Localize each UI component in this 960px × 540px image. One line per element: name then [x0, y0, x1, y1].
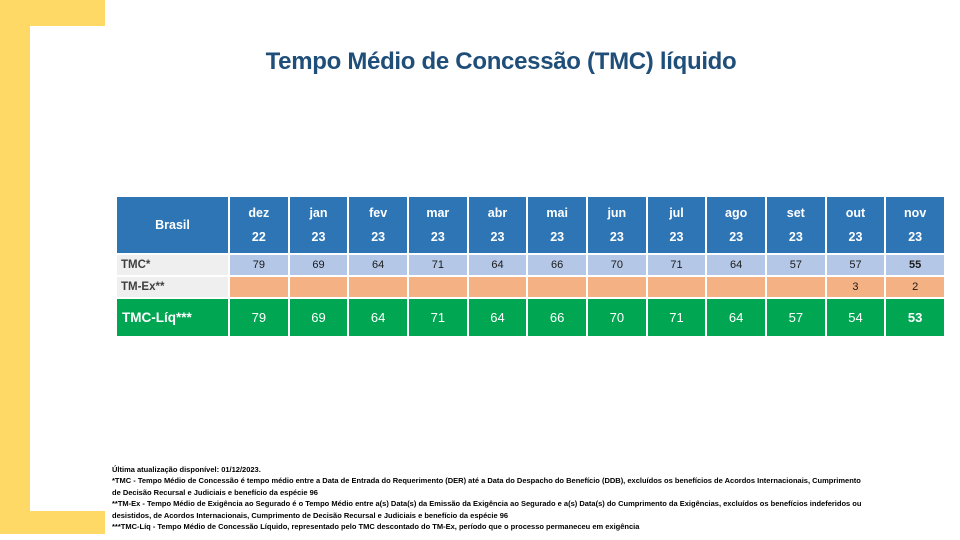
year-label: 22	[251, 229, 266, 244]
value-cell-tmcliq: 71	[647, 299, 706, 336]
footnote-line: **TM-Ex - Tempo Médio de Exigência ao Se…	[112, 499, 862, 509]
month-label: abr	[487, 206, 508, 221]
month-label: mai	[546, 206, 568, 221]
month-header-cell: dez 22	[230, 197, 288, 253]
year-label: 23	[550, 229, 565, 244]
month-header-cell: jun 23	[588, 197, 646, 253]
value-cell-tmex	[468, 277, 527, 297]
value-cell-tmex	[230, 277, 288, 297]
month-label: dez	[248, 206, 270, 221]
month-label: nov	[904, 206, 927, 221]
year-label: 23	[848, 229, 863, 244]
year-label: 23	[371, 229, 386, 244]
value-cell-tmex	[588, 277, 646, 297]
value-cell-tmex	[289, 277, 348, 297]
value-cell-tmex	[409, 277, 467, 297]
value-cell-tmcliq: 79	[230, 299, 288, 336]
year-label: 23	[788, 229, 803, 244]
footnotes-block: Última atualização disponível: 01/12/202…	[112, 464, 861, 532]
year-label: 23	[311, 229, 326, 244]
month-header-cell: fev 23	[349, 197, 407, 253]
footnote-line: ***TMC-Líq - Tempo Médio de Concessão Lí…	[112, 522, 640, 532]
footnote-line: de Decisão Recursal e Judiciais e benefí…	[112, 487, 318, 497]
year-label: 23	[490, 229, 505, 244]
value-cell-tmc: 69	[289, 255, 348, 275]
month-label: jan	[309, 206, 328, 221]
month-header-cell: abr 23	[468, 197, 527, 253]
year-label: 23	[729, 229, 744, 244]
footnote-line: desistidos, de Acordos Internacionais, C…	[112, 510, 509, 520]
month-label: jun	[607, 206, 627, 221]
value-cell-tmcliq: 64	[468, 299, 527, 336]
value-cell-tmc: 57	[767, 255, 825, 275]
month-header-cell: nov 23	[886, 197, 944, 253]
year-label: 23	[669, 229, 684, 244]
value-cell-tmc: 71	[647, 255, 706, 275]
value-cell-tmcliq: 71	[409, 299, 467, 336]
year-label: 23	[430, 229, 445, 244]
month-label: jul	[669, 206, 684, 221]
value-cell-tmex	[707, 277, 765, 297]
value-cell-tmex	[349, 277, 407, 297]
footnote-line: Última atualização disponível: 01/12/202…	[112, 465, 261, 474]
value-cell-tmcliq: 64	[707, 299, 765, 336]
year-label: 23	[908, 229, 923, 244]
value-cell-tmex: 2	[886, 277, 944, 297]
value-cell-tmc: 79	[230, 255, 288, 275]
page-title: Tempo Médio de Concessão (TMC) líquido	[265, 48, 737, 75]
value-cell-tmc: 71	[409, 255, 467, 275]
value-cell-tmex: 3	[826, 277, 885, 297]
table-header-region: Brasil	[117, 197, 228, 253]
row-label-tmex: TM-Ex**	[117, 277, 228, 297]
month-header-cell: ago 23	[707, 197, 765, 253]
value-cell-tmcliq: 66	[528, 299, 586, 336]
value-cell-tmcliq: 54	[826, 299, 885, 336]
footnote-line: *TMC - Tempo Médio de Concessão é tempo …	[112, 476, 861, 486]
value-cell-tmc: 64	[349, 255, 407, 275]
value-cell-tmcliq: 70	[588, 299, 646, 336]
month-header-cell: out 23	[826, 197, 885, 253]
value-cell-tmc: 64	[707, 255, 765, 275]
value-cell-tmc: 70	[588, 255, 646, 275]
month-header-cell: mar 23	[409, 197, 467, 253]
value-cell-tmcliq: 57	[767, 299, 825, 336]
month-label: out	[845, 206, 866, 221]
month-header-cell: set 23	[767, 197, 825, 253]
accent-shape-top-bar	[0, 0, 105, 26]
tmc-table: Brasil dez 22 jan 23 fev 23 mar 23 abr 2…	[117, 197, 944, 336]
value-cell-tmc: 64	[468, 255, 527, 275]
accent-shape-left-bar	[0, 0, 30, 534]
value-cell-tmcliq-current: 53	[886, 299, 944, 336]
month-header-cell: jul 23	[647, 197, 706, 253]
value-cell-tmcliq: 64	[349, 299, 407, 336]
month-header-cell: jan 23	[289, 197, 348, 253]
month-header-cell: mai 23	[528, 197, 586, 253]
month-label: fev	[369, 206, 388, 221]
row-label-tmcliq: TMC-Líq***	[117, 299, 228, 336]
value-cell-tmc-current: 55	[886, 255, 944, 275]
value-cell-tmcliq: 69	[289, 299, 348, 336]
month-label: mar	[426, 206, 450, 221]
row-label-tmc: TMC*	[117, 255, 228, 275]
value-cell-tmex	[528, 277, 586, 297]
accent-shape-bottom-bar	[0, 511, 105, 534]
value-cell-tmex	[647, 277, 706, 297]
value-cell-tmc: 57	[826, 255, 885, 275]
value-cell-tmc: 66	[528, 255, 586, 275]
month-label: ago	[725, 206, 748, 221]
year-label: 23	[609, 229, 624, 244]
value-cell-tmex	[767, 277, 825, 297]
month-label: set	[786, 206, 805, 221]
